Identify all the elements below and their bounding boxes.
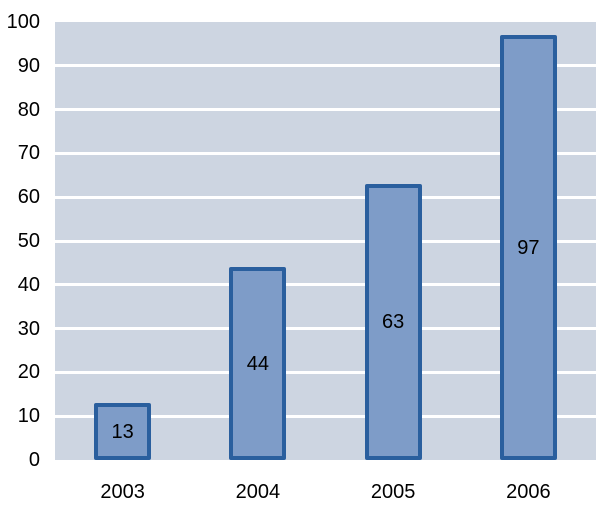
gridline-30 [55, 327, 596, 331]
x-axis-label-2005: 2005 [370, 481, 416, 503]
plot-area: 13 44 63 97 [55, 22, 596, 460]
y-axis-label-10: 10 [17, 405, 40, 428]
y-axis-label-80: 80 [17, 98, 40, 121]
y-axis-label-50: 50 [17, 230, 40, 252]
y-axis-label-0: 0 [28, 449, 40, 471]
bar-2003: 13 [94, 403, 152, 460]
x-axis-label-2003: 2003 [100, 481, 145, 503]
bar-value-label-2006: 97 [517, 236, 540, 259]
bar-value-label-2004: 44 [246, 352, 269, 375]
gridline-50 [55, 239, 596, 243]
bar-value-label-2003: 13 [111, 420, 134, 443]
y-axis-label-20: 20 [17, 361, 40, 384]
y-axis-label-70: 70 [17, 142, 40, 165]
gridline-40 [55, 283, 596, 287]
bar-2005: 63 [364, 184, 422, 460]
bar-2004: 44 [229, 267, 287, 460]
y-axis-label-60: 60 [17, 186, 40, 209]
bar-value-label-2005: 63 [382, 311, 405, 334]
gridline-80 [55, 108, 596, 112]
y-axis-label-100: 100 [6, 11, 40, 33]
bar-2006: 97 [499, 35, 557, 460]
gridline-10 [55, 414, 596, 418]
gridline-20 [55, 370, 596, 374]
y-axis-label-40: 40 [17, 273, 40, 296]
gridline-70 [55, 151, 596, 155]
x-axis-label-2004: 2004 [235, 481, 281, 503]
y-axis-label-90: 90 [17, 54, 40, 77]
x-axis-label-2006: 2006 [506, 481, 551, 503]
gridline-90 [55, 64, 596, 68]
gridline-60 [55, 195, 596, 199]
y-axis-label-30: 30 [17, 317, 40, 340]
